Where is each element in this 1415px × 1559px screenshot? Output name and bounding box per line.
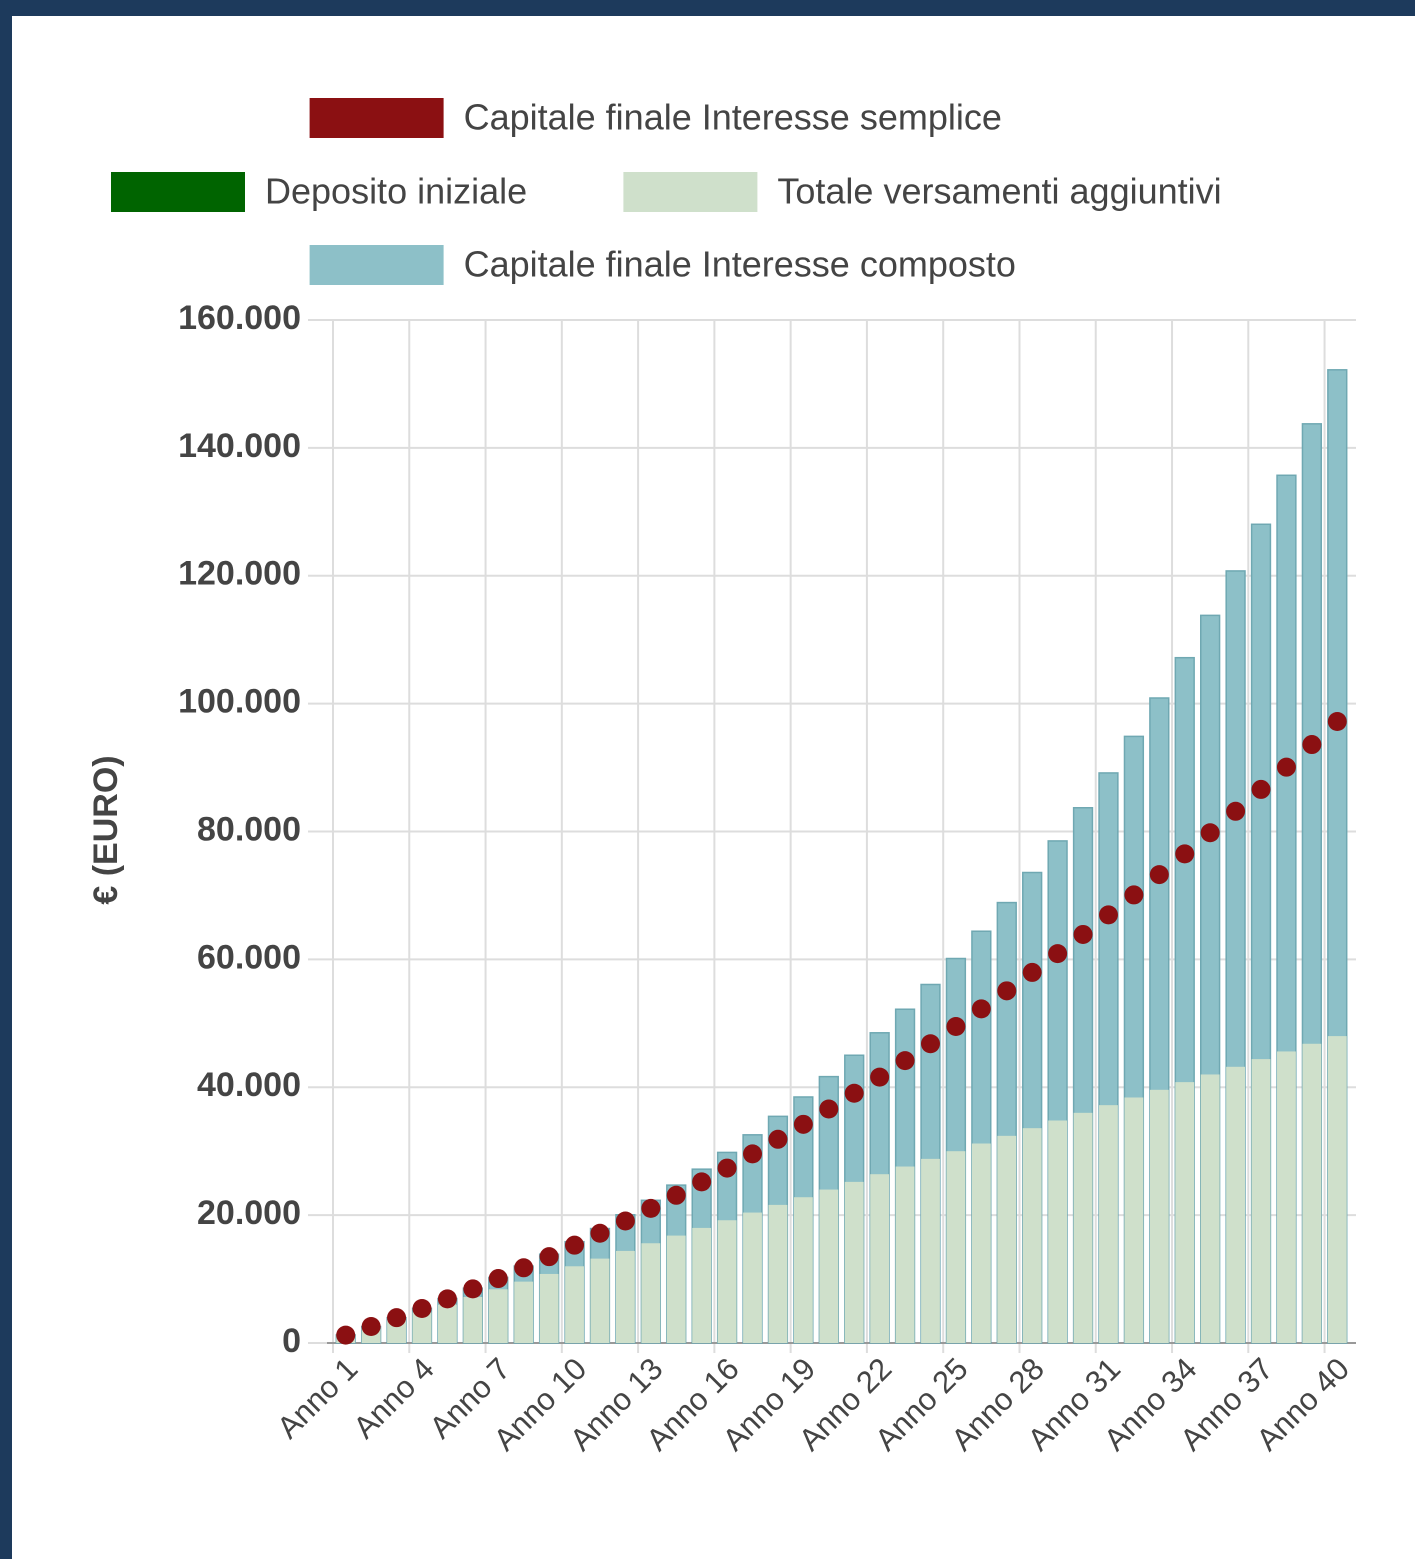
bar <box>692 1227 712 1343</box>
bar <box>819 1189 839 1343</box>
bar <box>743 1212 762 1343</box>
dot <box>819 1099 839 1119</box>
y-tick-label: 140.000 <box>178 427 301 465</box>
dot <box>539 1247 559 1267</box>
dot <box>895 1051 915 1071</box>
dot <box>1251 779 1271 799</box>
bar <box>565 1266 584 1343</box>
dot <box>743 1144 763 1164</box>
dot <box>1124 885 1144 905</box>
dot <box>387 1308 407 1328</box>
legend-label: Capitale finale Interesse composto <box>464 244 1016 285</box>
dot <box>437 1289 457 1309</box>
bar <box>1022 1128 1042 1343</box>
bar <box>463 1296 483 1343</box>
bar <box>1226 1066 1245 1343</box>
bar <box>1175 1082 1195 1343</box>
y-tick-label: 60.000 <box>197 938 301 976</box>
bar <box>539 1273 559 1343</box>
dot <box>565 1235 585 1255</box>
x-tick-label: Anno 1 <box>270 1351 364 1445</box>
bar <box>1149 1089 1169 1343</box>
dot <box>361 1317 381 1337</box>
dot <box>1149 865 1169 885</box>
bar <box>1302 1043 1322 1343</box>
y-tick-label: 80.000 <box>197 810 301 848</box>
dot <box>641 1198 661 1218</box>
legend-swatch <box>111 172 245 212</box>
bar <box>870 1174 890 1343</box>
dot <box>336 1325 356 1345</box>
bar <box>514 1281 534 1343</box>
dot <box>412 1298 432 1318</box>
y-tick-label: 120.000 <box>178 555 301 593</box>
bar <box>921 1158 940 1343</box>
chart: € (EURO) 0 20.000 40.000 60.000 80.000 100.00… <box>12 16 1415 1559</box>
dot <box>717 1158 737 1178</box>
legend-swatch <box>309 245 444 285</box>
dot <box>920 1034 940 1054</box>
dot <box>590 1223 610 1243</box>
y-tick-label: 100.000 <box>178 683 301 721</box>
legend-label: Deposito iniziale <box>265 171 527 212</box>
dot <box>615 1211 635 1231</box>
bar <box>997 1135 1017 1343</box>
dot <box>1200 823 1220 843</box>
bar <box>793 1197 813 1343</box>
dot <box>1022 962 1042 982</box>
dot <box>971 999 991 1019</box>
legend-swatch <box>623 172 758 212</box>
y-axis-label: € (EURO) <box>87 755 125 904</box>
dot <box>692 1172 712 1192</box>
dot <box>768 1129 788 1149</box>
bar <box>1073 1112 1093 1343</box>
bar <box>1099 1105 1118 1343</box>
y-tick-label: 20.000 <box>197 1194 301 1232</box>
bar <box>768 1204 788 1343</box>
bar <box>590 1258 610 1343</box>
y-tick-label: 160.000 <box>178 299 301 337</box>
dot <box>514 1258 534 1278</box>
bar <box>1251 1059 1271 1343</box>
dot <box>1048 944 1068 964</box>
dot <box>1175 844 1195 864</box>
bar <box>1277 1051 1296 1343</box>
bar <box>1200 1074 1220 1343</box>
bar <box>615 1250 635 1343</box>
dot <box>844 1083 864 1103</box>
bar <box>946 1151 966 1343</box>
dot <box>666 1185 686 1205</box>
dot <box>463 1279 483 1299</box>
dot <box>1327 712 1347 732</box>
x-tick-label: Anno 4 <box>346 1351 440 1445</box>
y-tick-label: 0 <box>282 1322 301 1360</box>
legend-label: Totale versamenti aggiuntivi <box>777 171 1221 212</box>
dot <box>1073 924 1093 944</box>
dot <box>793 1114 813 1134</box>
dot <box>1302 735 1322 755</box>
bar <box>1124 1097 1144 1343</box>
bar <box>488 1289 508 1343</box>
dot <box>997 981 1017 1001</box>
dot <box>1276 757 1296 777</box>
bar <box>641 1243 661 1343</box>
bar <box>717 1220 737 1343</box>
bar <box>971 1143 991 1343</box>
bar <box>666 1235 686 1343</box>
bar <box>895 1166 915 1343</box>
bar <box>438 1304 457 1343</box>
bar <box>844 1181 864 1343</box>
dot <box>1098 905 1118 925</box>
legend-label: Capitale finale Interesse semplice <box>464 97 1002 138</box>
dot <box>946 1017 966 1037</box>
bar <box>1327 1036 1347 1343</box>
bar <box>1048 1120 1068 1343</box>
dot <box>870 1067 890 1087</box>
legend-swatch <box>309 98 444 138</box>
y-tick-label: 40.000 <box>197 1066 301 1104</box>
bar <box>412 1312 432 1343</box>
dot <box>488 1269 508 1289</box>
dot <box>1226 801 1246 821</box>
